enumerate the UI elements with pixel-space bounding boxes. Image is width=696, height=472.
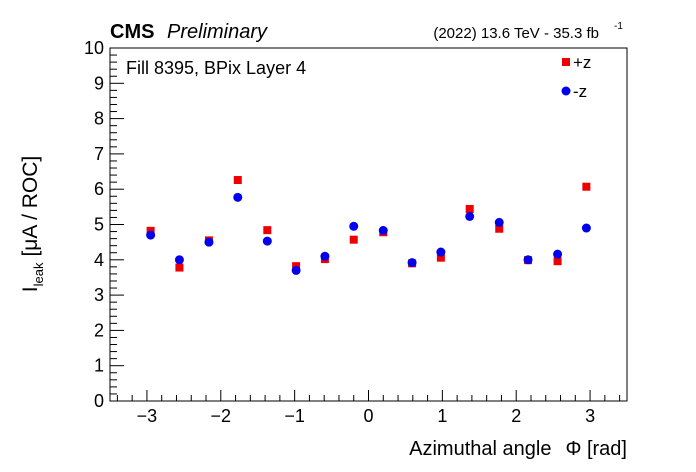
y-tick-label: 0 bbox=[94, 391, 104, 411]
y-tick-label: 8 bbox=[94, 109, 104, 129]
x-axis: −3 −2 −1 0 1 2 3 bbox=[116, 390, 621, 426]
y-axis-title-unit: [μA / ROC] bbox=[19, 156, 42, 257]
legend-label-minus-z: -z bbox=[573, 82, 587, 101]
data-point-minus-z bbox=[436, 247, 446, 257]
data-point-minus-z bbox=[233, 192, 243, 202]
data-point-minus-z bbox=[465, 211, 475, 221]
data-point-plus-z bbox=[582, 182, 591, 191]
data-point-minus-z bbox=[320, 251, 330, 261]
experiment-label: CMS bbox=[110, 21, 154, 43]
y-tick-label: 5 bbox=[94, 215, 104, 235]
data-point-plus-z bbox=[233, 176, 242, 185]
legend-marker-plus-z bbox=[562, 58, 570, 66]
y-tick-label: 10 bbox=[84, 38, 104, 58]
data-point-plus-z bbox=[553, 257, 562, 266]
data-point-minus-z bbox=[407, 258, 417, 268]
data-markers bbox=[146, 176, 591, 275]
y-tick-label: 6 bbox=[94, 179, 104, 199]
x-tick-label: 3 bbox=[585, 406, 595, 426]
legend-label-plus-z: +z bbox=[573, 53, 591, 72]
data-point-minus-z bbox=[553, 249, 563, 259]
data-point-minus-z bbox=[378, 226, 388, 236]
y-tick-label: 1 bbox=[94, 356, 104, 376]
data-point-minus-z bbox=[204, 237, 214, 247]
x-axis-title: Azimuthal angle Φ [rad] bbox=[409, 438, 627, 460]
data-point-minus-z bbox=[174, 255, 184, 265]
lumi-exponent: -1 bbox=[614, 21, 623, 32]
x-axis-title-text: Azimuthal angle bbox=[409, 438, 551, 460]
y-axis-title: Ileak [μA / ROC] bbox=[19, 156, 46, 293]
data-point-minus-z bbox=[581, 223, 591, 233]
data-point-minus-z bbox=[494, 217, 504, 227]
legend: +z -z bbox=[561, 53, 591, 101]
data-point-plus-z bbox=[175, 263, 184, 272]
y-tick-label: 4 bbox=[94, 250, 104, 270]
x-tick-label: −2 bbox=[211, 406, 232, 426]
x-tick-label: 0 bbox=[363, 406, 373, 426]
data-point-minus-z bbox=[146, 230, 156, 240]
lumi-label: (2022) 13.6 TeV - 35.3 fb bbox=[433, 25, 599, 42]
data-point-minus-z bbox=[291, 265, 301, 275]
data-point-plus-z bbox=[436, 253, 445, 262]
y-axis-title-main: I bbox=[19, 286, 42, 292]
y-tick-label: 7 bbox=[94, 144, 104, 164]
y-tick-label: 3 bbox=[94, 285, 104, 305]
y-tick-label: 9 bbox=[94, 73, 104, 93]
x-axis-title-symbol: Φ [rad] bbox=[565, 438, 627, 460]
annotation-label: Fill 8395, BPix Layer 4 bbox=[126, 58, 306, 78]
legend-marker-minus-z bbox=[561, 86, 571, 96]
x-tick-label: −1 bbox=[284, 406, 305, 426]
plot-frame bbox=[109, 47, 628, 402]
data-point-minus-z bbox=[349, 221, 359, 231]
data-point-plus-z bbox=[495, 224, 504, 233]
status-label: Preliminary bbox=[167, 21, 268, 43]
data-point-plus-z bbox=[349, 235, 358, 244]
x-tick-label: 2 bbox=[511, 406, 521, 426]
x-tick-label: 1 bbox=[437, 406, 447, 426]
y-axis: 0 1 2 3 4 5 6 7 8 9 10 bbox=[84, 38, 124, 411]
svg-text:Ileak[μA / ROC]: Ileak [μA / ROC] bbox=[19, 156, 46, 293]
y-tick-label: 2 bbox=[94, 320, 104, 340]
data-point-plus-z bbox=[263, 226, 272, 235]
data-point-minus-z bbox=[262, 236, 272, 246]
x-tick-label: −3 bbox=[137, 406, 158, 426]
data-point-plus-z bbox=[465, 204, 474, 213]
y-axis-title-sub: leak bbox=[31, 262, 46, 286]
data-point-minus-z bbox=[523, 255, 533, 265]
